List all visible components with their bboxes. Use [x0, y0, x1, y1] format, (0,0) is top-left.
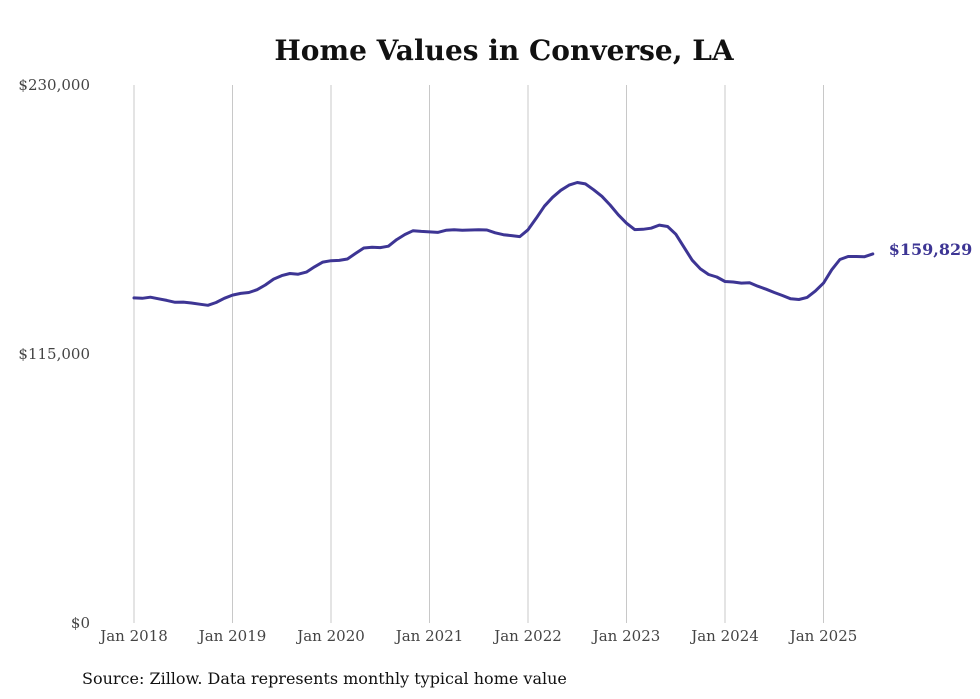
- x-tick-label: Jan 2022: [492, 627, 562, 645]
- x-tick-label: Jan 2020: [295, 627, 365, 645]
- y-tick-label: $230,000: [18, 76, 90, 94]
- chart-title: Home Values in Converse, LA: [274, 34, 735, 67]
- x-tick-label: Jan 2025: [788, 627, 858, 645]
- last-value-label: $159,829: [889, 240, 973, 259]
- vertical-gridlines: [133, 85, 824, 623]
- source-note: Source: Zillow. Data represents monthly …: [82, 669, 567, 688]
- y-tick-label: $115,000: [18, 345, 90, 363]
- x-tick-label: Jan 2019: [197, 627, 267, 645]
- x-tick-label: Jan 2021: [394, 627, 464, 645]
- x-tick-label: Jan 2023: [591, 627, 661, 645]
- y-tick-label: $0: [71, 614, 90, 632]
- y-axis-ticks: $0 $115,000 $230,000: [18, 76, 90, 632]
- x-axis-ticks: Jan 2018 Jan 2019 Jan 2020 Jan 2021 Jan 2022…: [98, 627, 857, 645]
- home-value-series-line: [132, 181, 875, 307]
- x-tick-label: Jan 2024: [689, 627, 759, 645]
- x-tick-label: Jan 2018: [98, 627, 168, 645]
